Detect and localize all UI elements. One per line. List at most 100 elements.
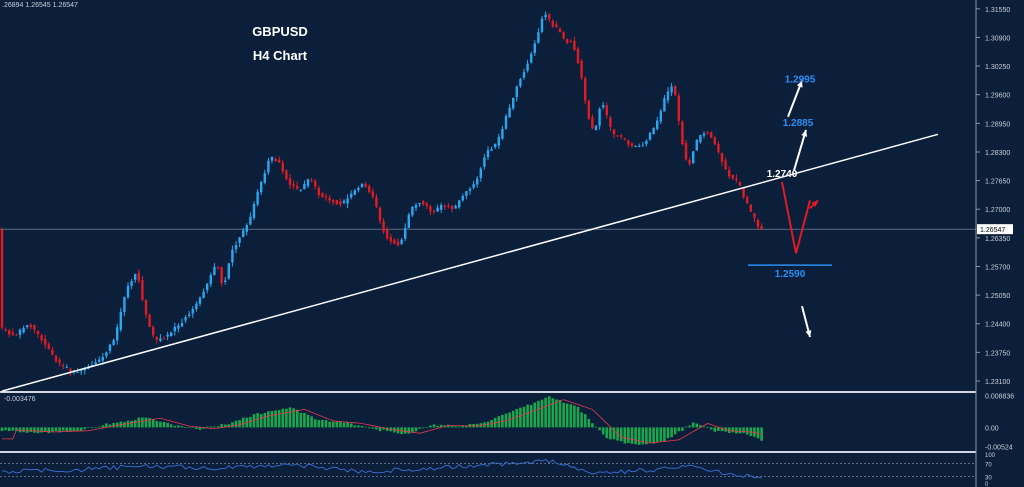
bull-candle <box>270 157 274 161</box>
macd-bar <box>418 427 421 429</box>
bear-candle <box>54 355 58 362</box>
macd-bar <box>0 427 4 432</box>
macd-bar <box>339 421 342 428</box>
bull-candle <box>540 18 544 32</box>
bull-candle <box>458 200 461 208</box>
macd-bar <box>191 427 195 429</box>
macd-tick-label: 0.008836 <box>985 393 1014 400</box>
macd-bar <box>580 412 583 428</box>
bull-candle <box>249 216 252 225</box>
bull-candle <box>126 285 130 298</box>
macd-bar <box>522 406 526 428</box>
bear-candle <box>425 203 428 206</box>
macd-bar <box>249 416 252 428</box>
bull-candle <box>479 168 482 178</box>
bull-candle <box>26 325 29 328</box>
macd-bar <box>429 425 432 428</box>
bear-candle <box>386 229 389 239</box>
bull-candle <box>108 344 112 351</box>
bear-candle <box>375 197 378 207</box>
price-tick-label: 1.27000 <box>985 207 1010 214</box>
macd-bar <box>159 421 162 428</box>
macd-bar <box>706 427 709 429</box>
macd-bar <box>454 426 457 428</box>
macd-bar <box>58 427 61 433</box>
macd-bar <box>663 427 666 442</box>
bear-candle <box>450 205 454 209</box>
projection-arrow-up-2-head <box>796 80 803 88</box>
macd-bar <box>648 427 652 443</box>
macd-bar <box>652 427 655 444</box>
macd-bar <box>310 416 313 428</box>
macd-bar <box>385 427 389 431</box>
bull-candle <box>476 178 479 185</box>
macd-bar <box>303 413 306 428</box>
bear-candle <box>216 267 220 269</box>
macd-tick-label: 0.00 <box>985 425 999 432</box>
bull-candle <box>652 127 655 134</box>
macd-bar <box>317 419 321 428</box>
macd-bar <box>447 424 450 428</box>
bear-candle <box>47 344 50 349</box>
bear-candle <box>328 197 331 201</box>
bull-candle <box>98 359 101 362</box>
macd-bar <box>605 427 609 439</box>
macd-bar <box>288 407 292 428</box>
macd-bar <box>407 427 411 434</box>
macd-bar <box>432 424 436 428</box>
bear-candle <box>584 78 587 101</box>
macd-bar <box>612 427 616 440</box>
bull-candle <box>645 140 648 145</box>
bear-candle <box>141 280 144 301</box>
bull-candle <box>180 322 184 327</box>
bear-candle <box>717 143 720 152</box>
bear-candle <box>713 137 716 145</box>
bear-candle <box>11 332 14 335</box>
price-tick-label: 1.27650 <box>985 179 1010 186</box>
bull-candle <box>519 79 522 86</box>
bull-candle <box>666 91 670 101</box>
candlestick-series <box>0 11 763 376</box>
macd-bar <box>364 426 367 428</box>
bull-candle <box>486 150 490 158</box>
bull-candle <box>418 202 421 205</box>
bull-candle <box>461 196 464 201</box>
macd-bar <box>202 427 205 429</box>
bear-candle <box>324 196 328 198</box>
bear-candle <box>310 180 313 182</box>
macd-bar <box>450 426 454 428</box>
bull-candle <box>638 146 641 148</box>
macd-bar <box>677 427 681 432</box>
bear-candle <box>566 39 569 44</box>
macd-bar <box>213 426 216 428</box>
bull-candle <box>404 227 407 239</box>
bear-candle <box>753 213 756 219</box>
bear-candle <box>0 229 4 328</box>
bear-candle <box>155 337 158 340</box>
bear-candle <box>429 206 432 212</box>
bull-candle <box>544 14 547 18</box>
bear-candle <box>368 186 371 193</box>
chart-title: GBPUSD <box>252 24 308 39</box>
bull-candle <box>602 105 605 108</box>
bull-candle <box>695 140 698 151</box>
support-label: 1.2590 <box>775 269 806 280</box>
macd-bar <box>144 417 148 428</box>
bull-candle <box>213 266 216 275</box>
bear-candle <box>591 117 594 129</box>
macd-bar <box>529 404 533 428</box>
bear-candle <box>447 205 450 207</box>
macd-bar <box>519 407 522 428</box>
macd-bar <box>601 427 605 435</box>
macd-bar <box>263 412 267 428</box>
macd-bar <box>51 427 54 432</box>
macd-bar <box>108 424 112 428</box>
macd-bar <box>436 425 439 428</box>
bear-candle <box>728 169 731 177</box>
macd-bar <box>353 425 357 428</box>
macd-bar <box>731 427 735 433</box>
analysis-overlays: 1.2995 1.2885 1.2740 1.2590 <box>1 74 939 392</box>
bear-candle <box>724 160 727 170</box>
bear-candle <box>62 365 65 367</box>
macd-bar <box>241 417 245 428</box>
